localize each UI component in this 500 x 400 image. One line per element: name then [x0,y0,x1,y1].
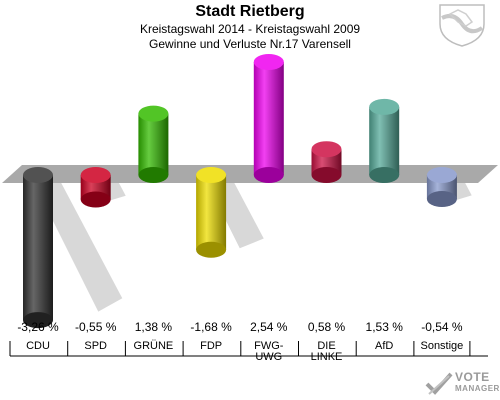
bar-top-cap-die-linke [311,141,342,158]
bar-afd [369,98,400,183]
category-label-fwg-uwg-1: FWG- [254,340,284,352]
bar-bottom-cap-fwg-uwg [253,167,284,183]
bars [23,53,457,329]
bar-grüne [138,105,169,183]
value-label-grüne: 1,38 % [135,320,173,334]
bar-bottom-cap-die-linke [311,167,342,183]
bar-bottom-cap-afd [369,167,400,183]
category-label-fdp: FDP [200,340,222,352]
bar-bottom-cap-cdu [23,312,53,329]
logo-text-vote: VOTE [455,370,490,384]
bar-top-cap-spd [80,167,111,183]
value-label-fdp: -1,68 % [190,320,232,334]
category-label-grüne: GRÜNE [134,340,174,352]
bar-bottom-cap-fdp [196,241,227,258]
bar-spd [80,167,111,208]
value-label-fwg-uwg: 2,54 % [250,320,288,334]
bar-die-linke [311,141,342,183]
bar-top-cap-afd [369,98,400,115]
category-label-spd: SPD [84,340,107,352]
value-label-sonstige: -0,54 % [421,320,463,334]
bar-body-fwg-uwg [253,61,284,175]
category-label-cdu: CDU [26,340,50,352]
bar-body-afd [369,106,400,175]
bar-shadow-cdu [33,175,123,312]
bar-bottom-cap-sonstige [426,191,457,208]
chart-subtitle-2: Gewinne und Verluste Nr.17 Varensell [149,37,351,51]
bar-fdp [196,167,227,258]
bar-bottom-cap-spd [80,191,111,208]
bar-top-cap-fdp [196,167,227,183]
x-axis: -3,26 % CDU -0,55 % SPD 1,38 % GRÜNE -1,68 % FD… [9,320,488,363]
bar-top-cap-cdu [23,167,53,183]
chart-title: Stadt Rietberg [195,3,305,20]
bar-top-cap-grüne [138,105,169,122]
value-label-afd: 1,53 % [366,320,404,334]
chart-subtitle: Kreistagswahl 2014 - Kreistagswahl 2009 [139,22,361,36]
value-label-spd: -0,55 % [75,320,117,334]
category-label-sonstige: Sonstige [420,340,463,352]
bar-cdu [23,167,53,329]
bar-body-grüne [138,113,169,175]
bar-body-cdu [23,175,53,321]
bar-top-cap-fwg-uwg [253,53,284,70]
category-label-afd: AfD [375,340,393,352]
bar-fwg-uwg [253,53,284,183]
value-label-die-linke: 0,58 % [308,320,346,334]
bar-bottom-cap-grüne [138,167,169,183]
value-label-cdu: -3,26 % [17,320,59,334]
vote-manager-logo: VOTE MANAGER [425,368,500,398]
category-label-fwg-uwg-2: UWG [255,351,282,363]
checkmark-icon [425,372,453,395]
bar-sonstige [426,167,457,208]
bar-top-cap-sonstige [426,167,457,183]
category-label-die-linke-1: DIE [317,340,335,352]
baseline-plane [2,165,498,183]
bar-body-fdp [196,175,227,250]
coat-of-arms-icon [439,4,485,47]
category-label-die-linke-2: LINKE [311,351,343,363]
logo-text-manager: MANAGER [455,384,500,393]
